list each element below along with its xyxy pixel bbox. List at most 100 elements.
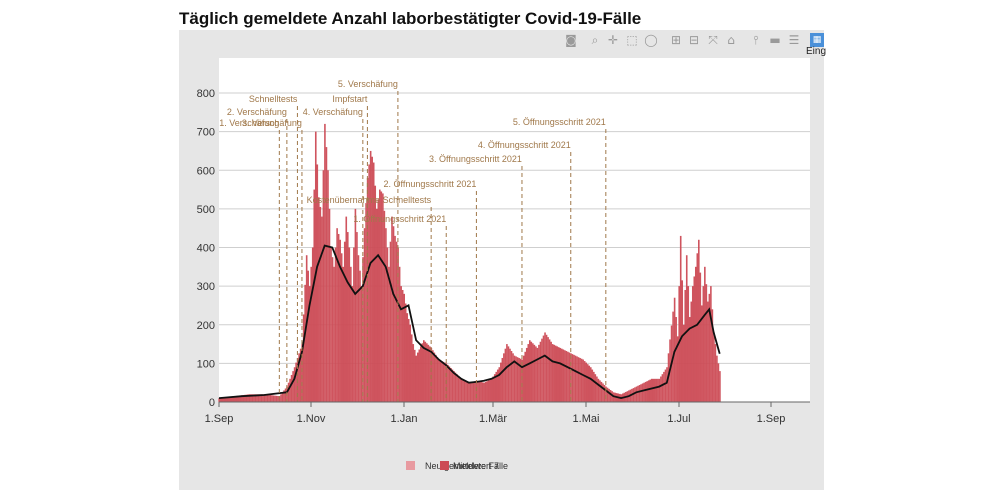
- data-bar: [521, 359, 523, 402]
- data-bar: [268, 394, 270, 402]
- data-bar: [308, 286, 311, 402]
- data-bar: [527, 344, 530, 402]
- legend-label-bars[interactable]: Neu gemeldete Fälle: [425, 461, 508, 471]
- data-bar: [705, 284, 708, 402]
- data-bar: [224, 397, 227, 402]
- data-bar: [289, 378, 291, 402]
- data-bar: [538, 344, 540, 402]
- data-bar: [707, 301, 709, 402]
- data-bar: [506, 344, 508, 402]
- data-bar: [682, 324, 685, 402]
- data-bar: [413, 349, 416, 402]
- data-bar: [248, 394, 251, 402]
- data-bar: [702, 286, 705, 402]
- zoom-in-icon[interactable]: ⊞: [670, 33, 682, 47]
- data-bar: [545, 334, 548, 402]
- data-bar: [658, 378, 661, 402]
- data-bar: [337, 233, 340, 402]
- data-bar: [327, 170, 329, 402]
- data-bar: [635, 386, 638, 402]
- annotation-label: 3. Verschäfung: [242, 118, 302, 128]
- data-bar: [275, 395, 278, 402]
- data-bar: [496, 369, 499, 402]
- data-bar: [295, 362, 297, 402]
- spike-lines-icon[interactable]: ⫯: [753, 32, 759, 47]
- chart-icon[interactable]: ▦: [810, 33, 824, 47]
- data-bar: [346, 232, 349, 402]
- data-bar: [418, 349, 421, 402]
- pan-icon[interactable]: ✛: [607, 33, 619, 47]
- legend-swatch-bars[interactable]: [406, 461, 415, 470]
- data-bar: [231, 396, 234, 402]
- data-bar: [571, 354, 574, 402]
- data-bar: [513, 355, 516, 402]
- annotation-label: 2. Verschäfung: [227, 107, 287, 117]
- data-bar: [685, 255, 688, 402]
- data-bar: [611, 391, 613, 402]
- data-bar: [314, 131, 317, 402]
- legend-label-mean[interactable]: Mittelwert 7: [453, 461, 499, 471]
- data-bar: [515, 356, 517, 402]
- annotation-label: 1. Verschäfung: [219, 118, 279, 128]
- data-bar: [365, 203, 367, 402]
- data-bar: [363, 228, 366, 402]
- data-bar: [562, 349, 565, 402]
- home-icon[interactable]: ⌂: [727, 33, 735, 47]
- data-bar: [218, 398, 220, 402]
- data-bar: [281, 392, 284, 402]
- legend-swatch-mean[interactable]: [440, 461, 449, 470]
- data-bar: [359, 270, 361, 402]
- data-bar: [489, 379, 491, 402]
- box-select-icon[interactable]: ⬚: [626, 33, 638, 47]
- zoom-icon[interactable]: ⌕: [591, 32, 599, 47]
- data-bar: [687, 286, 690, 402]
- data-bar: [484, 381, 487, 402]
- zoom-out-icon[interactable]: ⊟: [688, 33, 700, 47]
- data-bar: [343, 241, 346, 402]
- data-bar: [351, 286, 354, 402]
- data-bar: [374, 185, 377, 402]
- data-bar: [257, 394, 260, 402]
- data-bar: [691, 286, 694, 402]
- data-bar: [227, 396, 230, 402]
- lasso-icon[interactable]: ◯: [644, 33, 658, 47]
- data-bar: [254, 394, 257, 402]
- data-bar: [293, 367, 296, 402]
- data-bar: [583, 361, 586, 402]
- data-bar: [301, 344, 303, 402]
- data-bar: [448, 366, 451, 402]
- data-bar: [354, 208, 357, 402]
- data-bar: [664, 369, 667, 402]
- data-bar: [307, 270, 309, 402]
- data-bar: [222, 397, 225, 402]
- data-bar: [573, 354, 575, 402]
- data-bar: [283, 390, 285, 402]
- camera-icon[interactable]: ◙: [565, 33, 577, 47]
- hover-closest-icon[interactable]: ▬: [769, 33, 781, 47]
- data-bar: [430, 347, 433, 402]
- data-bar: [403, 293, 405, 402]
- autoscale-icon[interactable]: ⤧: [708, 32, 718, 47]
- hover-compare-icon[interactable]: ☰: [788, 33, 800, 47]
- data-bar: [311, 247, 314, 402]
- data-bar: [480, 381, 482, 402]
- data-bar: [594, 374, 597, 402]
- data-bar: [262, 394, 264, 402]
- annotation-label: 5. Verschäfung: [338, 79, 398, 89]
- data-bar: [528, 340, 531, 402]
- data-bar: [451, 369, 454, 402]
- x-tick-label: 1.Jan: [391, 413, 418, 425]
- data-bar: [548, 339, 551, 402]
- data-bar: [319, 206, 322, 402]
- data-bar: [465, 381, 467, 402]
- data-bar: [710, 286, 712, 402]
- data-bar: [663, 371, 665, 402]
- data-bar: [547, 337, 549, 402]
- data-bar: [564, 350, 566, 402]
- data-bar: [580, 358, 583, 402]
- data-bar: [657, 378, 659, 402]
- data-bar: [696, 253, 699, 402]
- data-bar: [655, 378, 658, 402]
- data-bar: [551, 344, 554, 402]
